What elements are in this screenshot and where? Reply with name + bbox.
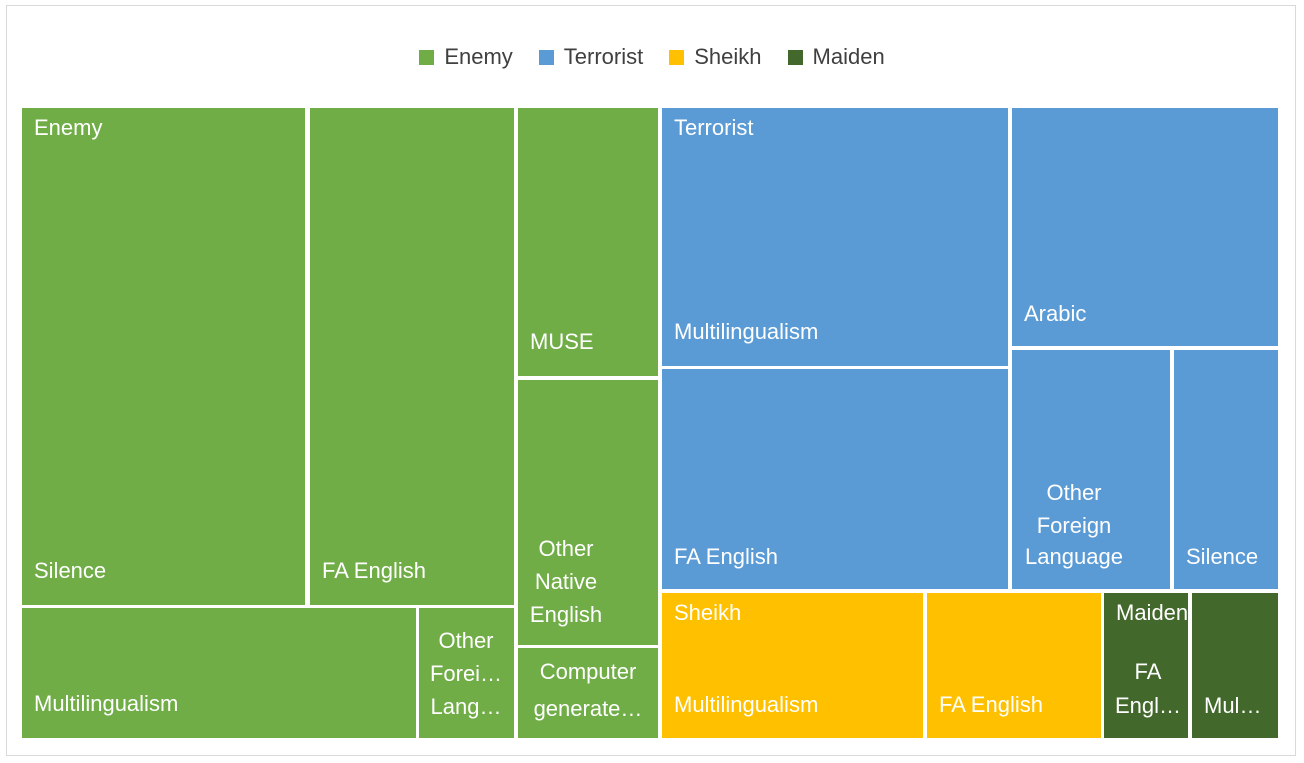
tile-label-sheikh-multilingualism: Multilingualism xyxy=(674,692,818,717)
legend-swatch-maiden xyxy=(787,49,803,65)
tile-label-enemy-fa-english: FA English xyxy=(322,558,426,583)
tile-label-enemy-computer-generated: Computer generate… xyxy=(534,659,643,721)
legend-label-sheikh: Sheikh xyxy=(694,44,762,69)
tile-enemy-computer-generated[interactable] xyxy=(518,648,658,738)
legend-swatch-terrorist xyxy=(538,49,554,65)
group-title-sheikh: Sheikh xyxy=(674,600,741,625)
legend-item-enemy[interactable]: Enemy xyxy=(419,44,513,70)
tile-enemy-fa-english[interactable] xyxy=(310,108,514,605)
tile-label-terrorist-fa-english: FA English xyxy=(674,544,778,569)
tile-maiden-multilingualism[interactable] xyxy=(1192,593,1278,738)
tile-label-enemy-other-native-english: Other Native English xyxy=(530,536,602,627)
group-title-enemy: Enemy xyxy=(34,115,102,140)
tile-enemy-silence[interactable] xyxy=(22,108,305,605)
tile-label-enemy-multilingualism: Multilingualism xyxy=(34,691,178,716)
legend-label-enemy: Enemy xyxy=(444,44,513,69)
tile-label-enemy-muse: MUSE xyxy=(530,329,594,354)
legend-swatch-sheikh xyxy=(669,49,685,65)
group-title-terrorist: Terrorist xyxy=(674,115,753,140)
tile-terrorist-arabic[interactable] xyxy=(1012,108,1278,346)
tile-enemy-other-foreign-language[interactable] xyxy=(419,608,514,738)
legend-item-sheikh[interactable]: Sheikh xyxy=(669,44,762,70)
tile-label-terrorist-multilingualism: Multilingualism xyxy=(674,319,818,344)
tile-label-terrorist-silence: Silence xyxy=(1186,544,1258,569)
chart-legend: Enemy Terrorist Sheikh Maiden xyxy=(0,40,1304,74)
group-title-maiden: Maiden xyxy=(1116,600,1188,625)
legend-item-terrorist[interactable]: Terrorist xyxy=(538,44,644,70)
legend-swatch-enemy xyxy=(419,49,435,65)
tile-terrorist-fa-english[interactable] xyxy=(662,369,1008,589)
tile-enemy-multilingualism[interactable] xyxy=(22,608,416,738)
legend-label-maiden: Maiden xyxy=(812,44,885,69)
tile-label-enemy-silence: Silence xyxy=(34,558,106,583)
tile-enemy-other-native-english[interactable] xyxy=(518,380,658,645)
tile-terrorist-other-foreign-language[interactable] xyxy=(1012,350,1170,589)
tile-label-maiden-multilingualism: Mul… xyxy=(1204,693,1261,718)
tile-label-terrorist-arabic: Arabic xyxy=(1024,301,1086,326)
tile-enemy-muse[interactable] xyxy=(518,108,658,376)
tile-terrorist-multilingualism[interactable] xyxy=(662,108,1008,366)
tile-terrorist-silence[interactable] xyxy=(1174,350,1278,589)
tile-sheikh-multilingualism[interactable] xyxy=(662,593,923,738)
tile-label-sheikh-fa-english: FA English xyxy=(939,692,1043,717)
tile-label-terrorist-other-foreign-language: Other Foreign Language xyxy=(1025,480,1123,569)
legend-label-terrorist: Terrorist xyxy=(563,44,644,69)
tile-label-maiden-fa-english: FA Engl… xyxy=(1115,659,1181,718)
tile-label-enemy-other-foreign-language: Other Forei… Lang… xyxy=(430,628,502,719)
legend-item-maiden[interactable]: Maiden xyxy=(787,44,885,70)
tile-sheikh-fa-english[interactable] xyxy=(927,593,1101,738)
tile-maiden-fa-english[interactable] xyxy=(1104,593,1188,738)
